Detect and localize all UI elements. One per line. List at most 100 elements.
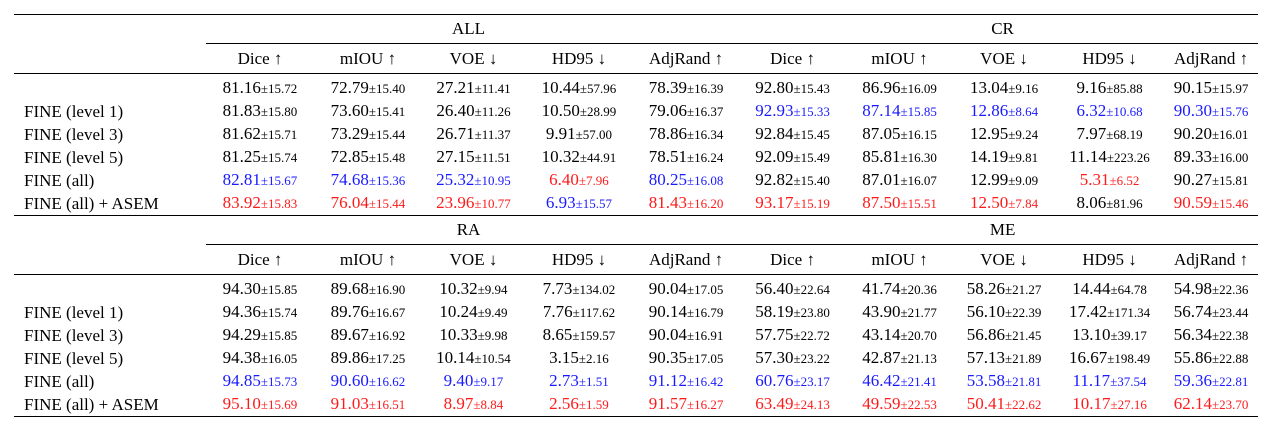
- cell-value: 81.16: [222, 78, 261, 97]
- cell-std: ±15.71: [260, 127, 298, 142]
- cell-value: 7.76: [542, 302, 573, 321]
- cell-std: ±15.72: [260, 81, 298, 96]
- table-row: FINE (all) 94.85±15.73 90.60±16.62 9.40±9.1…: [14, 370, 1258, 393]
- cell-std: ±15.74: [260, 150, 298, 165]
- cell-std: ±9.81: [1008, 150, 1039, 165]
- row-label: FINE (all): [24, 371, 95, 391]
- table-cell: 90.59±15.46: [1164, 192, 1259, 216]
- cell-value: 87.05: [862, 124, 901, 143]
- table-cell: 2.73±1.51: [525, 370, 633, 393]
- cell-std: ±15.40: [368, 81, 406, 96]
- table-cell: 10.32±44.91: [525, 146, 633, 169]
- cell-value: 43.14: [862, 325, 901, 344]
- table-cell: 9.16±85.88: [1055, 74, 1164, 101]
- table-cell: 81.25±15.74: [206, 146, 314, 169]
- cell-value: 92.93: [755, 101, 794, 120]
- cell-value: 91.03: [330, 394, 369, 413]
- cell-value: 57.30: [755, 348, 794, 367]
- table-cell: 5.31±6.52: [1055, 169, 1164, 192]
- cell-value: 83.92: [222, 193, 261, 212]
- cell-std: ±24.13: [793, 397, 830, 412]
- table-cell: 79.06±16.37: [633, 100, 739, 123]
- cell-std: ±16.08: [686, 173, 724, 188]
- cell-std: ±23.17: [793, 374, 830, 389]
- cell-value: 56.86: [966, 325, 1005, 344]
- table-cell: 82.81±15.67: [206, 169, 314, 192]
- table-cell: 43.14±20.70: [846, 324, 953, 347]
- table-row: FINE (level 5) 94.38±16.05 89.86±17.25 10.1…: [14, 347, 1258, 370]
- cell-value: 94.36: [222, 302, 261, 321]
- cell-value: 13.04: [969, 78, 1009, 97]
- table-cell: 90.04±16.91: [633, 324, 739, 347]
- cell-std: ±21.27: [1004, 282, 1042, 297]
- cell-std: ±22.62: [1004, 397, 1042, 412]
- cell-std: ±15.85: [260, 282, 298, 297]
- table-row: FINE (level 3) 94.29±15.85 89.67±16.92 10.3…: [14, 324, 1258, 347]
- cell-value: 72.79: [330, 78, 369, 97]
- table-cell: 76.04±15.44: [314, 192, 422, 216]
- cell-value: 54.98: [1173, 279, 1213, 298]
- table-cell: 90.15±15.97: [1164, 74, 1258, 101]
- cell-std: ±15.19: [793, 196, 830, 211]
- cell-std: ±11.37: [474, 127, 511, 142]
- table-cell: 10.50±28.99: [525, 100, 633, 123]
- cell-std: ±16.51: [368, 397, 406, 412]
- row-label: FINE (all) + ASEM: [14, 192, 206, 216]
- cell-value: 9.40: [443, 371, 474, 390]
- cell-std: ±21.89: [1004, 351, 1042, 366]
- cell-value: 26.40: [436, 101, 475, 120]
- cell-value: 12.99: [969, 170, 1009, 189]
- cell-std: ±68.19: [1106, 127, 1143, 142]
- table-cell: 10.14±10.54: [422, 347, 525, 370]
- cell-std: ±10.68: [1106, 104, 1143, 119]
- cell-value: 8.06: [1076, 193, 1107, 212]
- table-cell: 89.67±16.92: [314, 324, 422, 347]
- cell-value: 25.32: [436, 170, 475, 189]
- cell-std: ±15.40: [793, 173, 830, 188]
- table-cell: 94.30±15.85: [206, 275, 314, 302]
- table-cell: 94.36±15.74: [206, 301, 314, 324]
- metric-header-0: Dice ↑: [739, 43, 847, 74]
- group-header-row: RA ME: [14, 215, 1259, 245]
- table-cell: 56.40±22.64: [739, 275, 846, 302]
- table-cell: 94.85±15.73: [206, 370, 314, 393]
- table-cell: 60.76±23.17: [739, 370, 846, 393]
- cell-std: ±16.67: [368, 305, 406, 320]
- cell-value: 10.24: [439, 302, 478, 321]
- table-cell: 90.35±17.05: [633, 347, 739, 370]
- cell-std: ±22.39: [1004, 305, 1042, 320]
- cell-std: ±22.64: [793, 282, 830, 297]
- cell-value: 89.76: [330, 302, 369, 321]
- table-cell: 14.19±9.81: [953, 146, 1055, 169]
- table-cell: 10.33±9.98: [422, 324, 525, 347]
- cell-value: 7.73: [542, 279, 573, 298]
- table-cell: 78.39±16.39: [633, 74, 739, 101]
- metric-header-1: mIOU ↑: [846, 244, 954, 275]
- cell-value: 76.04: [330, 193, 369, 212]
- cell-std: ±44.91: [579, 150, 617, 165]
- cell-value: 91.57: [648, 394, 687, 413]
- metric-header-4: AdjRand ↑: [1164, 244, 1259, 275]
- cell-std: ±10.77: [474, 196, 511, 211]
- table-cell: 74.68±15.36: [314, 169, 422, 192]
- table-cell: 95.10±15.69: [206, 393, 314, 417]
- cell-std: ±16.09: [900, 81, 937, 96]
- cell-value: 9.91: [545, 124, 576, 143]
- cell-value: 10.17: [1072, 394, 1111, 413]
- table-cell: 92.80±15.43: [739, 74, 846, 101]
- cell-std: ±20.36: [900, 282, 937, 297]
- cell-std: ±16.05: [260, 351, 298, 366]
- cell-value: 92.80: [755, 78, 794, 97]
- cell-value: 3.15: [549, 348, 579, 367]
- cell-value: 10.32: [541, 147, 580, 166]
- table-cell: 26.40±11.26: [422, 100, 525, 123]
- cell-std: ±15.43: [793, 81, 830, 96]
- row-label: [14, 275, 206, 302]
- cell-value: 58.19: [755, 302, 794, 321]
- table-cell: 83.92±15.83: [206, 192, 314, 216]
- cell-value: 89.33: [1173, 147, 1212, 166]
- table-cell: 73.60±15.41: [314, 100, 422, 123]
- results-table-ra-me: RA ME Dice ↑ mIOU ↑ VOE ↓ HD95 ↓ AdjRand ↑ Dice…: [14, 215, 1259, 417]
- row-label: FINE (all): [24, 170, 95, 190]
- table-cell: 25.32±10.95: [422, 169, 525, 192]
